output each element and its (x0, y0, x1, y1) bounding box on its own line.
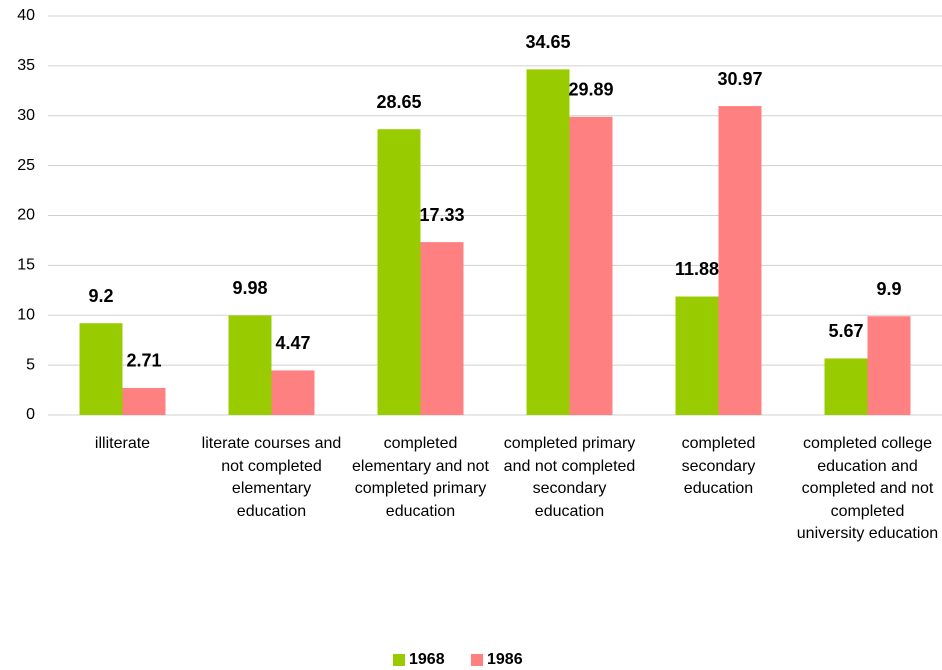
value-label: 5.67 (828, 321, 863, 341)
y-tick-label: 5 (26, 356, 35, 373)
value-label: 9.9 (876, 279, 901, 299)
bar (79, 323, 123, 415)
x-tick-label: literate courses and not completed eleme… (201, 435, 342, 520)
y-tick-label: 20 (17, 207, 35, 224)
x-tick-label: illiterate (94, 435, 151, 452)
x-tick-label: completed primary and not completed seco… (503, 435, 636, 520)
value-label: 30.97 (717, 69, 762, 89)
value-label: 2.71 (126, 351, 161, 371)
bar (377, 129, 421, 415)
value-label: 4.47 (275, 333, 310, 353)
value-label: 11.88 (675, 259, 719, 279)
value-label: 29.89 (568, 80, 613, 100)
y-tick-label: 30 (17, 107, 35, 124)
y-tick-label: 40 (17, 7, 35, 24)
x-tick-label: completed elementary and not completed p… (352, 435, 489, 520)
bar (718, 106, 762, 415)
bar (824, 358, 868, 415)
legend-label: 1968 (409, 651, 445, 668)
value-label: 9.98 (232, 278, 267, 298)
legend-swatch (393, 654, 405, 666)
bar (271, 370, 315, 415)
y-tick-label: 0 (26, 406, 35, 423)
legend-swatch (471, 654, 483, 666)
y-tick-label: 35 (17, 57, 35, 74)
value-label: 34.65 (525, 32, 570, 52)
bar (526, 69, 570, 416)
legend-label: 1986 (487, 651, 523, 668)
y-tick-label: 25 (17, 157, 35, 174)
value-label: 28.65 (376, 92, 421, 112)
x-tick-label: completed college education and complete… (796, 435, 939, 542)
bar (420, 242, 464, 415)
bar (867, 316, 911, 415)
value-label: 17.33 (419, 205, 464, 225)
bar (122, 387, 166, 415)
bar (675, 296, 719, 415)
y-tick-label: 15 (17, 257, 35, 274)
y-tick-label: 10 (17, 306, 35, 323)
x-tick-label: completed secondary education (681, 435, 756, 497)
bar (569, 116, 613, 415)
value-label: 9.2 (88, 286, 113, 306)
bar (228, 315, 272, 415)
